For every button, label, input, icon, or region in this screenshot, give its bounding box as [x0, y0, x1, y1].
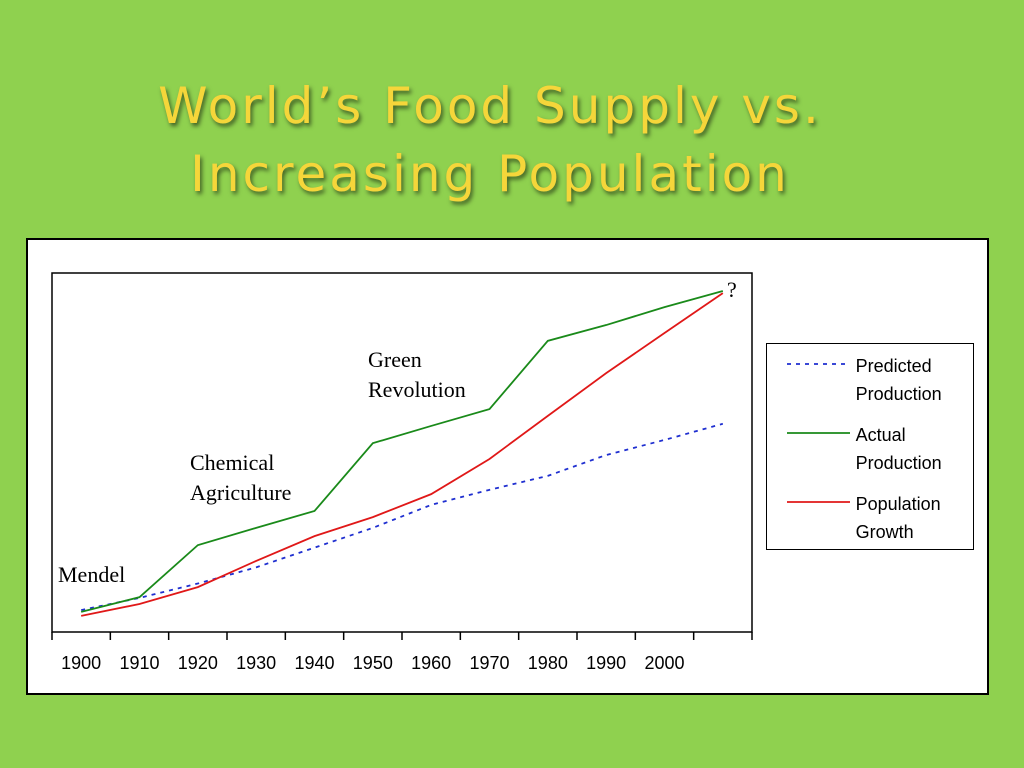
- series-line: [80, 290, 724, 613]
- x-tick-label: 1930: [236, 653, 276, 673]
- x-tick-label: 1950: [353, 653, 393, 673]
- x-tick-label: 2000: [644, 653, 684, 673]
- x-tick-label: 1900: [61, 653, 101, 673]
- annotation: Agriculture: [190, 480, 291, 505]
- slide-title: World’s Food Supply vs. Increasing Popul…: [158, 77, 822, 203]
- legend-swatch: [787, 363, 850, 365]
- legend-item: Population Growth: [767, 490, 973, 559]
- legend-label: Population Growth: [855, 494, 941, 542]
- legend: Predicted Production Actual Production Pop…: [766, 343, 974, 550]
- legend-swatch: [787, 432, 850, 434]
- x-tick-label: 1970: [469, 653, 509, 673]
- legend-label: Actual Production: [855, 425, 942, 473]
- annotation: Chemical: [190, 450, 274, 475]
- x-tick-label: 1940: [294, 653, 334, 673]
- legend-item: Predicted Production: [767, 352, 973, 421]
- legend-item: Actual Production: [767, 421, 973, 490]
- x-tick-label: 1920: [178, 653, 218, 673]
- legend-label: Predicted Production: [855, 356, 942, 404]
- series-line: [80, 422, 724, 611]
- legend-swatch: [787, 501, 850, 503]
- annotation: ?: [727, 277, 737, 302]
- x-tick-label: 1910: [119, 653, 159, 673]
- x-tick-label: 1960: [411, 653, 451, 673]
- series-line: [80, 292, 724, 617]
- annotation: Green: [368, 347, 422, 372]
- annotation: Revolution: [368, 377, 466, 402]
- x-tick-label: 1980: [528, 653, 568, 673]
- plot-area: [51, 272, 753, 633]
- x-tick-label: 1990: [586, 653, 626, 673]
- annotation: Mendel: [58, 562, 125, 587]
